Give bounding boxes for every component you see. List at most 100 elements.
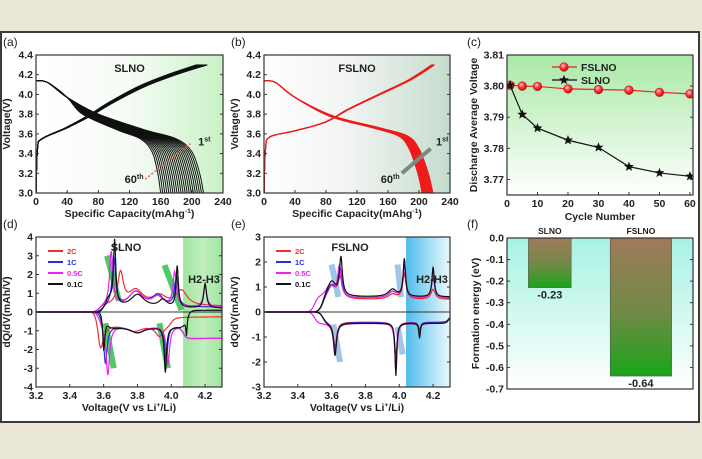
y-tick-label: 0.0 [489, 233, 504, 245]
panel-label-c: (c) [467, 35, 481, 49]
data-point-star [507, 79, 515, 90]
x-axis-label-sup: -1 [412, 208, 418, 215]
y-tick-label: 4.2 [18, 69, 33, 81]
bar-FSLNO [609, 237, 672, 377]
y-tick-label: 1 [27, 288, 33, 300]
annotation-60th: 60th [125, 174, 144, 186]
annotation-text: 60 [125, 174, 137, 186]
x-tick-label: 80 [92, 196, 104, 208]
data-point-circle [624, 85, 634, 95]
x-tick-label: 160 [379, 196, 397, 208]
y-tick-label: -0.1 [486, 254, 504, 266]
y-tick-label: -1 [252, 332, 261, 344]
y-tick-label: -0.6 [486, 362, 504, 374]
y-tick-label: 1 [255, 282, 261, 294]
x-tick-label: 4.0 [164, 390, 179, 402]
x-axis-label-end: ) [418, 208, 422, 220]
legend-label: 1C [67, 258, 77, 267]
x-tick-label: 0 [33, 196, 39, 208]
panel-label-b: (b) [231, 35, 246, 49]
panel-label-a: (a) [3, 35, 18, 49]
y-tick-label: 3.78 [484, 143, 505, 155]
bar-value-label: -0.23 [537, 290, 562, 302]
y-axis-label: dQ/dV(mAh/V) [229, 276, 241, 347]
y-tick-label: 3.79 [484, 112, 505, 124]
axes-frame [506, 54, 694, 196]
chart-panel-e: 2C 1C 0.5C 0.1C FSLNO H2-H3 3.2 3.4 3.6 3.8 4.0 4.2… [229, 232, 451, 414]
axes-frame [506, 237, 694, 390]
x-tick-label: 50 [654, 198, 666, 210]
x-tick-label: 40 [61, 196, 73, 208]
y-tick-label: -0.3 [486, 297, 504, 309]
x-axis-label: Specific Capacity(mAhg-1) [292, 208, 422, 220]
x-axis-label-main: Cycle Number [565, 211, 636, 223]
y-tick-label: -2 [24, 344, 33, 356]
chart-title: SLNO [114, 63, 145, 75]
y-tick-label: 2 [27, 269, 33, 281]
y-axis-label: Formation energy (eV) [470, 258, 482, 369]
bar-category-label: SLNO [538, 226, 562, 236]
x-tick-label: 4.2 [198, 390, 213, 402]
x-tick-label: 20 [562, 198, 574, 210]
annotation-1st: 1st [436, 137, 449, 149]
x-axis-label-end: /Li) [160, 402, 176, 414]
y-tick-label: 3.4 [246, 148, 261, 160]
x-tick-label: 4.0 [392, 390, 407, 402]
legend-label: 0.1C [295, 280, 311, 289]
legend-label: 2C [67, 247, 77, 256]
legend-label: 0.1C [67, 280, 83, 289]
y-tick-label: 4.4 [18, 50, 33, 62]
plot-area [264, 64, 435, 193]
x-axis-label: Specific Capacity(mAhg-1) [65, 208, 195, 220]
x-tick-label: 240 [214, 196, 232, 208]
data-point-star [563, 135, 573, 145]
data-point-star [517, 109, 528, 119]
x-axis-label-sup: + [156, 402, 160, 409]
x-tick-label: 60 [684, 198, 696, 210]
y-tick-label: 4.0 [246, 89, 261, 101]
plot-area [36, 64, 208, 193]
y-tick-label: -0.7 [486, 384, 504, 396]
x-tick-label: 40 [289, 196, 301, 208]
x-axis-label-main: Specific Capacity(mAhg [65, 208, 185, 220]
data-point-star [559, 74, 569, 85]
y-axis-label: Voltage(V) [1, 98, 13, 149]
x-tick-label: 0 [261, 196, 267, 208]
x-tick-label: 3.6 [324, 390, 339, 402]
y-tick-label: 3.77 [484, 174, 505, 186]
x-axis-label: Voltage(V vs Li+/Li) [82, 402, 176, 414]
data-point-circle [559, 62, 569, 72]
y-axis-label: Voltage(V) [229, 98, 241, 149]
data-point-circle [517, 81, 527, 91]
y-tick-label: 3 [27, 250, 33, 262]
data-point-circle [654, 87, 665, 97]
x-tick-label: 3.2 [257, 390, 272, 402]
x-tick-label: 3.8 [358, 390, 373, 402]
data-point-star [532, 122, 543, 133]
x-tick-label: 30 [593, 198, 605, 210]
y-tick-label: 3.4 [18, 148, 33, 160]
panel-label-d: (d) [3, 217, 18, 231]
x-axis-label: Cycle Number [565, 211, 636, 223]
annotation-text: 60 [381, 174, 393, 186]
annotation-sup: st [442, 137, 449, 144]
y-tick-label: -2 [252, 357, 261, 369]
y-tick-label: 3.0 [18, 188, 33, 200]
x-axis-label-end: ) [191, 208, 195, 220]
y-tick-label: 3.6 [246, 128, 261, 140]
legend-label: 1C [295, 258, 305, 267]
x-tick-label: 0 [504, 198, 510, 210]
x-axis-label-main: Voltage(V vs Li [82, 402, 157, 414]
y-tick-label: -4 [24, 382, 33, 394]
x-tick-label: 4.2 [426, 390, 441, 402]
trend-arrow [328, 263, 342, 298]
y-tick-label: 0 [255, 307, 261, 319]
x-tick-label: 3.4 [63, 390, 78, 402]
discharge-dqdv-0.1C [264, 311, 450, 376]
plot-area [507, 79, 693, 181]
y-tick-label: -3 [252, 382, 261, 394]
legend-label: 0.5C [67, 269, 83, 278]
y-tick-label: 3.6 [18, 128, 33, 140]
